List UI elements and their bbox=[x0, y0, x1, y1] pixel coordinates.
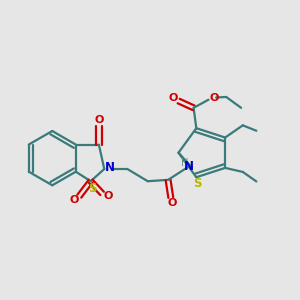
Text: S: S bbox=[88, 182, 96, 194]
Text: N: N bbox=[184, 160, 194, 173]
Text: N: N bbox=[105, 161, 115, 174]
Text: O: O bbox=[103, 191, 113, 201]
Text: O: O bbox=[70, 195, 79, 205]
Text: O: O bbox=[167, 198, 177, 208]
Text: H: H bbox=[181, 158, 189, 168]
Text: O: O bbox=[94, 115, 104, 125]
Text: S: S bbox=[194, 177, 202, 190]
Text: O: O bbox=[169, 93, 178, 103]
Text: O: O bbox=[210, 92, 219, 103]
